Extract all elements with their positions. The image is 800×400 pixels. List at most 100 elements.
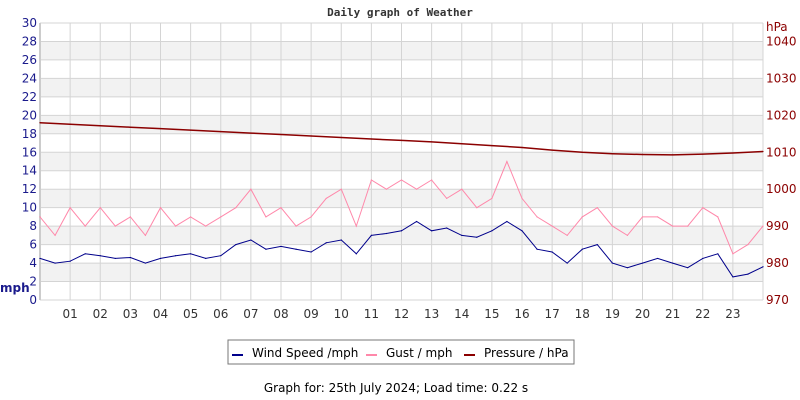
data-point bbox=[39, 257, 41, 260]
left-tick-label: 2 bbox=[29, 275, 37, 289]
data-point bbox=[370, 138, 372, 140]
data-point bbox=[521, 197, 523, 200]
left-tick-label: 16 bbox=[22, 145, 37, 159]
data-point bbox=[54, 262, 56, 264]
data-point bbox=[687, 225, 689, 227]
left-tick-label: 4 bbox=[29, 256, 37, 270]
data-point bbox=[536, 216, 538, 218]
x-tick-label: 06 bbox=[213, 307, 228, 321]
data-point bbox=[626, 234, 629, 236]
data-point bbox=[461, 143, 463, 145]
data-point bbox=[672, 225, 674, 227]
data-point bbox=[747, 244, 749, 246]
data-point bbox=[431, 141, 433, 143]
data-point bbox=[174, 225, 177, 227]
data-point bbox=[265, 216, 267, 218]
data-point bbox=[385, 188, 388, 190]
data-point bbox=[39, 216, 41, 218]
x-tick-label: 21 bbox=[665, 307, 680, 321]
data-point bbox=[732, 276, 734, 278]
data-point bbox=[174, 255, 177, 257]
left-tick-label: 0 bbox=[29, 293, 37, 307]
data-point bbox=[551, 149, 553, 151]
data-point bbox=[521, 230, 523, 232]
data-point bbox=[310, 251, 312, 253]
legend-label-pressure: Pressure / hPa bbox=[484, 346, 569, 360]
data-point bbox=[220, 216, 222, 218]
x-tick-label: 05 bbox=[183, 307, 198, 321]
data-point bbox=[581, 216, 583, 218]
data-point bbox=[717, 216, 719, 218]
data-point bbox=[747, 273, 749, 275]
data-point bbox=[415, 188, 418, 190]
data-point bbox=[732, 152, 734, 154]
data-point bbox=[340, 239, 342, 241]
data-point bbox=[144, 262, 147, 264]
data-point bbox=[385, 232, 388, 235]
right-tick-label: 1030 bbox=[766, 71, 797, 85]
legend-box bbox=[227, 339, 575, 365]
data-point bbox=[114, 225, 116, 227]
data-point bbox=[114, 257, 116, 260]
data-point bbox=[280, 245, 282, 248]
data-point bbox=[190, 129, 192, 131]
data-point bbox=[415, 220, 418, 223]
data-point bbox=[491, 197, 493, 200]
data-point bbox=[220, 255, 222, 257]
data-point bbox=[536, 248, 538, 250]
x-tick-label: 09 bbox=[303, 307, 318, 321]
data-point bbox=[69, 207, 71, 209]
data-point bbox=[461, 188, 463, 190]
x-tick-label: 15 bbox=[484, 307, 499, 321]
data-point bbox=[641, 262, 644, 264]
x-tick-label: 14 bbox=[454, 307, 469, 321]
data-point bbox=[431, 230, 433, 232]
left-tick-label: 12 bbox=[22, 182, 37, 196]
data-point bbox=[762, 266, 764, 268]
data-point bbox=[250, 132, 252, 134]
right-tick-label: 1000 bbox=[766, 182, 797, 196]
data-point bbox=[235, 207, 237, 209]
data-point bbox=[641, 216, 644, 218]
data-point bbox=[476, 236, 478, 238]
left-tick-label: 8 bbox=[29, 219, 37, 233]
left-tick-label: 14 bbox=[22, 164, 37, 178]
data-point bbox=[280, 207, 282, 209]
left-axis-label: mph bbox=[0, 281, 30, 295]
data-point bbox=[84, 253, 86, 255]
data-point bbox=[687, 267, 689, 269]
data-point bbox=[641, 153, 644, 156]
data-point bbox=[672, 262, 674, 264]
left-tick-label: 28 bbox=[22, 34, 37, 48]
footer-text: Graph for: 25th July 2024; Load time: 0.… bbox=[264, 381, 528, 395]
series bbox=[39, 121, 764, 278]
data-point bbox=[355, 225, 357, 227]
data-point bbox=[129, 256, 131, 259]
data-point bbox=[672, 154, 674, 156]
left-tick-label: 10 bbox=[22, 201, 37, 215]
left-tick-label: 26 bbox=[22, 53, 37, 67]
data-point bbox=[400, 179, 403, 181]
data-point bbox=[144, 234, 147, 236]
x-tick-label: 23 bbox=[725, 307, 740, 321]
right-axis-label: hPa bbox=[766, 20, 788, 34]
data-point bbox=[310, 135, 312, 137]
data-point bbox=[325, 197, 327, 200]
data-point bbox=[295, 248, 297, 250]
data-point bbox=[431, 179, 433, 181]
right-tick-label: 1040 bbox=[766, 34, 797, 48]
data-point bbox=[280, 133, 282, 136]
data-point bbox=[611, 153, 613, 155]
data-point bbox=[446, 197, 448, 200]
left-tick-label: 18 bbox=[22, 127, 37, 141]
x-tick-label: 22 bbox=[695, 307, 710, 321]
data-point bbox=[762, 225, 764, 227]
data-point bbox=[581, 248, 583, 250]
right-tick-label: 1020 bbox=[766, 108, 797, 122]
data-point bbox=[476, 207, 478, 209]
data-point bbox=[129, 216, 131, 218]
data-point bbox=[762, 150, 764, 153]
data-point bbox=[99, 125, 101, 127]
data-point bbox=[506, 160, 508, 163]
